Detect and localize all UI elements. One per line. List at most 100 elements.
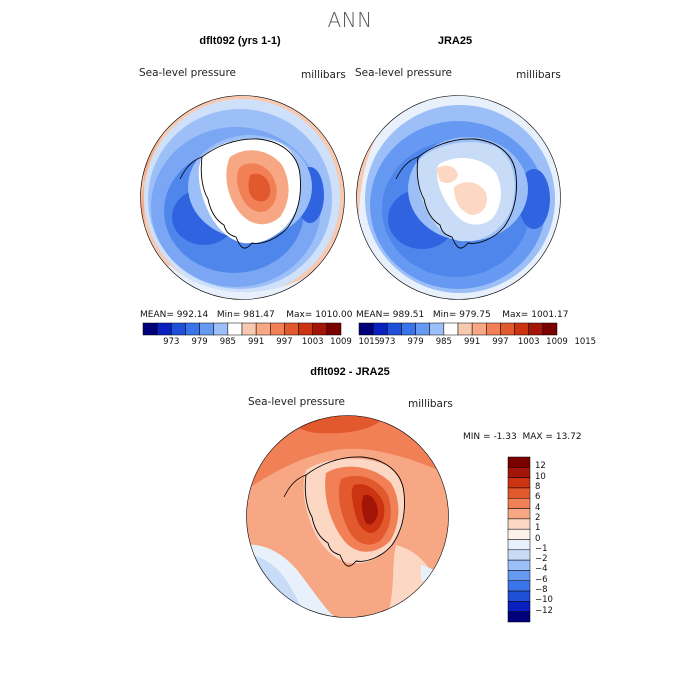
panel1-colorbar-swatch — [156, 322, 172, 336]
panel1-units-label: millibars — [301, 69, 346, 81]
diff-colorbar-tick-label: 1 — [535, 523, 541, 534]
panel1-colorbar-ticks: 973 979 985 991 997 1003 1009 1015 — [143, 337, 380, 349]
diff-colorbar-swatch — [507, 539, 531, 551]
panel1-colorbar-swatch — [270, 322, 285, 336]
panel1-colorbar-tick-label: 991 — [248, 337, 265, 347]
panel1-title: dflt092 (yrs 1-1) — [199, 35, 281, 47]
panel3-min-label: MIN = — [463, 432, 491, 442]
diff-colorbar-swatch — [507, 559, 531, 571]
diff-colorbar-swatch — [507, 601, 531, 612]
diff-colorbar-swatch — [507, 508, 531, 520]
panel2-colorbar-swatch — [471, 322, 487, 336]
diff-colorbar-tick-label: 4 — [535, 502, 541, 513]
panel1-colorbar-swatch — [171, 322, 186, 336]
panel2-colorbar-swatch — [429, 322, 445, 336]
panel2-polar-map — [356, 95, 561, 300]
panel1-min-value: 981.47 — [243, 310, 275, 320]
panel2-colorbar-tick-label: 991 — [464, 337, 481, 347]
panel2-colorbar-swatch — [443, 322, 459, 336]
panel1-colorbar-swatch — [185, 322, 200, 336]
panel1-variable-label: Sea-level pressure — [139, 67, 237, 79]
panel3-stats: MIN = -1.33 MAX = 13.72 — [463, 432, 582, 442]
panel1-colorbar-tick-label: 979 — [191, 337, 208, 347]
panel3-units-label: millibars — [408, 398, 453, 410]
panel1-colorbar-swatch — [142, 322, 158, 336]
panel1-min-label: Min= — [216, 310, 241, 320]
panel2-colorbar-tick-label: 997 — [492, 337, 509, 347]
diff-colorbar-ticks: 12 10 8 6 4 2 1 0 −1 −2 −4 −6 −8 −10 −12 — [535, 457, 575, 622]
diff-colorbar-swatch — [507, 477, 531, 489]
diff-colorbar-swatch — [507, 590, 531, 602]
panel2-stats: MEAN= 989.51 Min= 979.75 Max= 1001.17 — [356, 310, 568, 320]
panel1-stats: MEAN= 992.14 Min= 981.47 Max= 1010.00 — [140, 310, 352, 320]
panel3-polar-map — [246, 415, 449, 618]
panel2-colorbar-swatch — [500, 322, 515, 336]
panel2-colorbar-swatch — [528, 322, 544, 336]
diff-colorbar-swatch — [507, 518, 531, 530]
panel3-title: dflt092 - JRA25 — [310, 366, 390, 378]
panel1-colorbar-tick-label: 985 — [219, 337, 236, 347]
panel2-colorbar-tick-label: 985 — [435, 337, 452, 347]
panel2-colorbar-tick-label: 979 — [407, 337, 424, 347]
diff-colorbar-swatch — [507, 528, 531, 540]
panel1-colorbar-tick-label: 1015 — [358, 337, 381, 347]
panel3-variable-label: Sea-level pressure — [248, 396, 346, 408]
diff-colorbar-swatch — [507, 549, 531, 561]
panel1-mean-value: 992.14 — [176, 310, 209, 320]
diff-colorbar-tick-label: −1 — [535, 543, 548, 554]
panel1-colorbar-swatch — [241, 322, 257, 336]
panel2-colorbar-swatch — [514, 322, 529, 336]
diff-colorbar-tick-label: −8 — [535, 585, 548, 596]
diff-colorbar-swatch — [507, 580, 531, 592]
panel1-colorbar-tick-label: 973 — [163, 337, 180, 347]
diff-colorbar — [507, 456, 531, 623]
diff-colorbar-tick-label: −2 — [535, 554, 548, 565]
panel2-colorbar-swatch — [372, 322, 388, 336]
diff-colorbar-tick-label: 12 — [535, 461, 546, 472]
panel2-max-value: 1001.17 — [531, 310, 569, 320]
diff-colorbar-tick-label: −10 — [535, 595, 553, 606]
panel2-colorbar-swatch — [358, 322, 374, 336]
panel1-mean-label: MEAN= — [140, 310, 174, 320]
diff-colorbar-swatch — [507, 456, 531, 468]
diff-colorbar-tick-label: −6 — [535, 574, 548, 585]
diff-colorbar-tick-label: −12 — [535, 605, 553, 616]
panel1-colorbar-tick-label: 997 — [276, 337, 293, 347]
diff-colorbar-tick-label: 8 — [535, 481, 541, 492]
panel2-colorbar-swatch — [387, 322, 402, 336]
panel1-colorbar-tick-label: 1009 — [330, 337, 352, 347]
panel1-colorbar-swatch — [213, 322, 229, 336]
diff-colorbar-swatch — [507, 498, 531, 509]
panel1-colorbar-tick-label: 1003 — [301, 337, 324, 347]
diff-colorbar-tick-label: −4 — [535, 564, 548, 575]
panel1-colorbar-swatch — [326, 322, 342, 336]
diff-colorbar-tick-label: 2 — [535, 512, 541, 523]
panel2-colorbar-swatch — [542, 322, 558, 336]
panel2-mean-label: MEAN= — [356, 310, 390, 320]
figure-title: ANN — [327, 8, 373, 32]
panel2-title: JRA25 — [437, 35, 473, 47]
panel1-colorbar-swatch — [255, 322, 271, 336]
diff-colorbar-swatch — [507, 611, 531, 623]
panel1-colorbar — [142, 322, 342, 336]
panel1-colorbar-swatch — [284, 322, 299, 336]
panel2-min-value: 979.75 — [459, 310, 491, 320]
diff-colorbar-swatch — [507, 570, 531, 582]
diff-colorbar-tick-label: 0 — [535, 533, 541, 544]
panel2-mean-value: 989.51 — [392, 310, 425, 320]
panel2-colorbar-tick-label: 1015 — [574, 337, 597, 347]
panel3-min-value: -1.33 — [493, 432, 517, 442]
diff-colorbar-swatch — [507, 467, 531, 478]
panel2-units-label: millibars — [516, 69, 561, 81]
panel2-min-label: Min= — [432, 310, 457, 320]
panel2-colorbar-swatch — [457, 322, 473, 336]
panel1-colorbar-swatch — [199, 322, 214, 336]
panel1-max-value: 1010.00 — [315, 310, 353, 320]
diff-colorbar-tick-label: 10 — [535, 471, 546, 482]
panel1-colorbar-swatch — [227, 322, 243, 336]
panel1-max-label: Max= — [286, 310, 313, 320]
panel2-variable-label: Sea-level pressure — [355, 67, 453, 79]
panel2-colorbar-ticks: 973 979 985 991 997 1003 1009 1015 — [359, 337, 596, 349]
diff-colorbar-swatch — [507, 487, 531, 499]
panel2-colorbar-tick-label: 1009 — [546, 337, 568, 347]
